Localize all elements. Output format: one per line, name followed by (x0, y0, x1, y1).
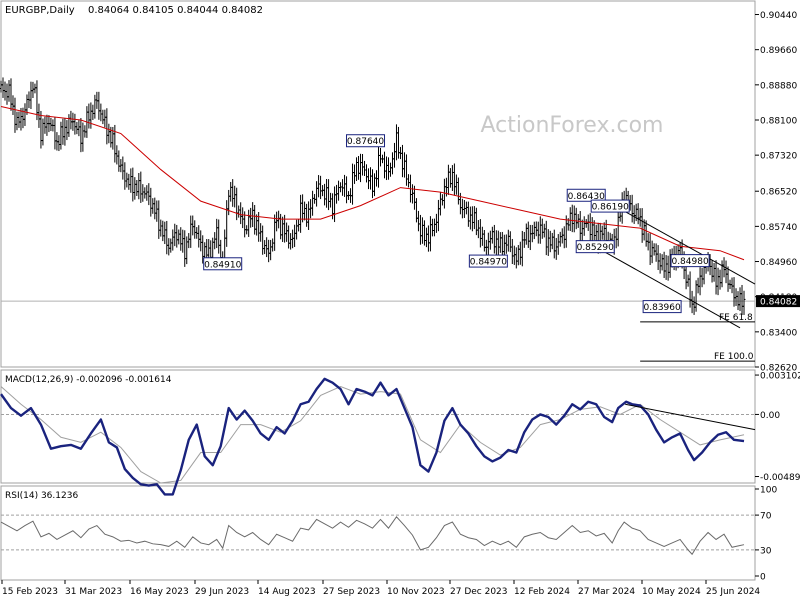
price-y-tick-label: 0.86520 (760, 188, 797, 198)
macd-panel: MACD(12,26,9) -0.002096 -0.001614 (0, 375, 756, 496)
x-tick-label: 10 May 2024 (642, 587, 701, 597)
current-price-tag (756, 295, 800, 308)
price-y-tick-label: 0.82620 (760, 364, 797, 374)
rsi-y-tick-label: 30 (760, 546, 772, 556)
price-y-tick-label: 0.89660 (760, 46, 797, 56)
rsi-panel: RSI(14) 36.1236 (0, 491, 755, 556)
ohlc-bar (742, 290, 746, 315)
price-annotation-box (590, 199, 630, 213)
chart-ohlc-label: 0.84064 0.84105 0.84044 0.84082 (88, 5, 263, 16)
x-tick-label: 12 Feb 2024 (514, 587, 570, 597)
price-annotation-box (346, 134, 386, 148)
rsi-y-tick-label: 0 (760, 573, 766, 583)
price-annotation-label: 0.84970 (470, 258, 507, 268)
price-y-tick-label: 0.90440 (760, 11, 797, 21)
price-annotation-label: 0.83960 (644, 303, 681, 313)
x-tick-label: 27 Sep 2023 (323, 587, 380, 597)
price-y-tick-label: 0.84960 (760, 258, 797, 268)
rsi-y-tick-label: 100 (760, 486, 777, 496)
price-annotation-box (642, 300, 682, 314)
x-tick-label: 15 Feb 2023 (2, 587, 58, 597)
price-annotation-box (203, 257, 243, 271)
fe-level-label: FE 61.8 (719, 313, 753, 323)
x-tick-label: 29 Jun 2023 (195, 587, 249, 597)
channel-line (594, 246, 741, 329)
x-tick-label: 14 Aug 2023 (258, 587, 316, 597)
sma-line (0, 105, 745, 261)
chart-symbol-label: EURGBP,Daily (5, 5, 75, 16)
rsi-y-tick-label: 70 (760, 512, 772, 522)
x-tick-label: 27 Mar 2024 (578, 587, 635, 597)
price-y-tick-label: 0.88100 (760, 116, 797, 126)
macd-y-tick-label: 0.003102 (760, 372, 800, 382)
rsi-line (0, 516, 745, 556)
axes: 0.90440 0.89660 0.88880 0.88100 0.87320 0.865… (1, 11, 800, 597)
x-tick-label: 10 Nov 2023 (387, 587, 445, 597)
macd-title: MACD(12,26,9) -0.002096 -0.001614 (5, 375, 172, 385)
x-tick-label: 31 Mar 2023 (65, 587, 122, 597)
price-y-tick-label: 0.85740 (760, 223, 797, 233)
price-annotation-label: 0.84910 (204, 260, 241, 270)
price-y-tick-label: 0.88880 (760, 81, 797, 91)
price-y-tick-label: 0.83400 (760, 328, 797, 338)
price-annotation-box (468, 254, 508, 268)
price-annotation-label: 0.87640 (347, 137, 384, 147)
macd-trendline (625, 403, 756, 431)
rsi-panel-frame (0, 485, 756, 581)
price-annotation-label: 0.84980 (671, 257, 708, 267)
price-annotation-label: 0.85290 (577, 243, 614, 253)
current-price-label: 0.84082 (760, 298, 797, 308)
price-y-tick-label: 0.87320 (760, 152, 797, 162)
price-annotation-box (670, 254, 710, 268)
x-tick-label: 16 May 2023 (130, 587, 189, 597)
macd-line (0, 377, 745, 496)
x-tick-label: 25 Jun 2024 (706, 587, 760, 597)
x-tick-label: 27 Dec 2023 (450, 587, 508, 597)
price-annotation-box (575, 240, 615, 254)
macd-y-tick-label: 0.00 (760, 411, 780, 421)
channel-line (614, 205, 756, 285)
macd-y-tick-label: -0.00489 (760, 473, 800, 483)
fe-level-label: FE 100.0 (714, 352, 754, 362)
rsi-title: RSI(14) 36.1236 (5, 491, 78, 501)
price-annotation-box (566, 188, 606, 202)
price-annotation-label: 0.86190 (592, 203, 629, 213)
watermark: ActionForex.com (481, 113, 664, 138)
price-annotation-label: 0.86430 (568, 192, 605, 202)
